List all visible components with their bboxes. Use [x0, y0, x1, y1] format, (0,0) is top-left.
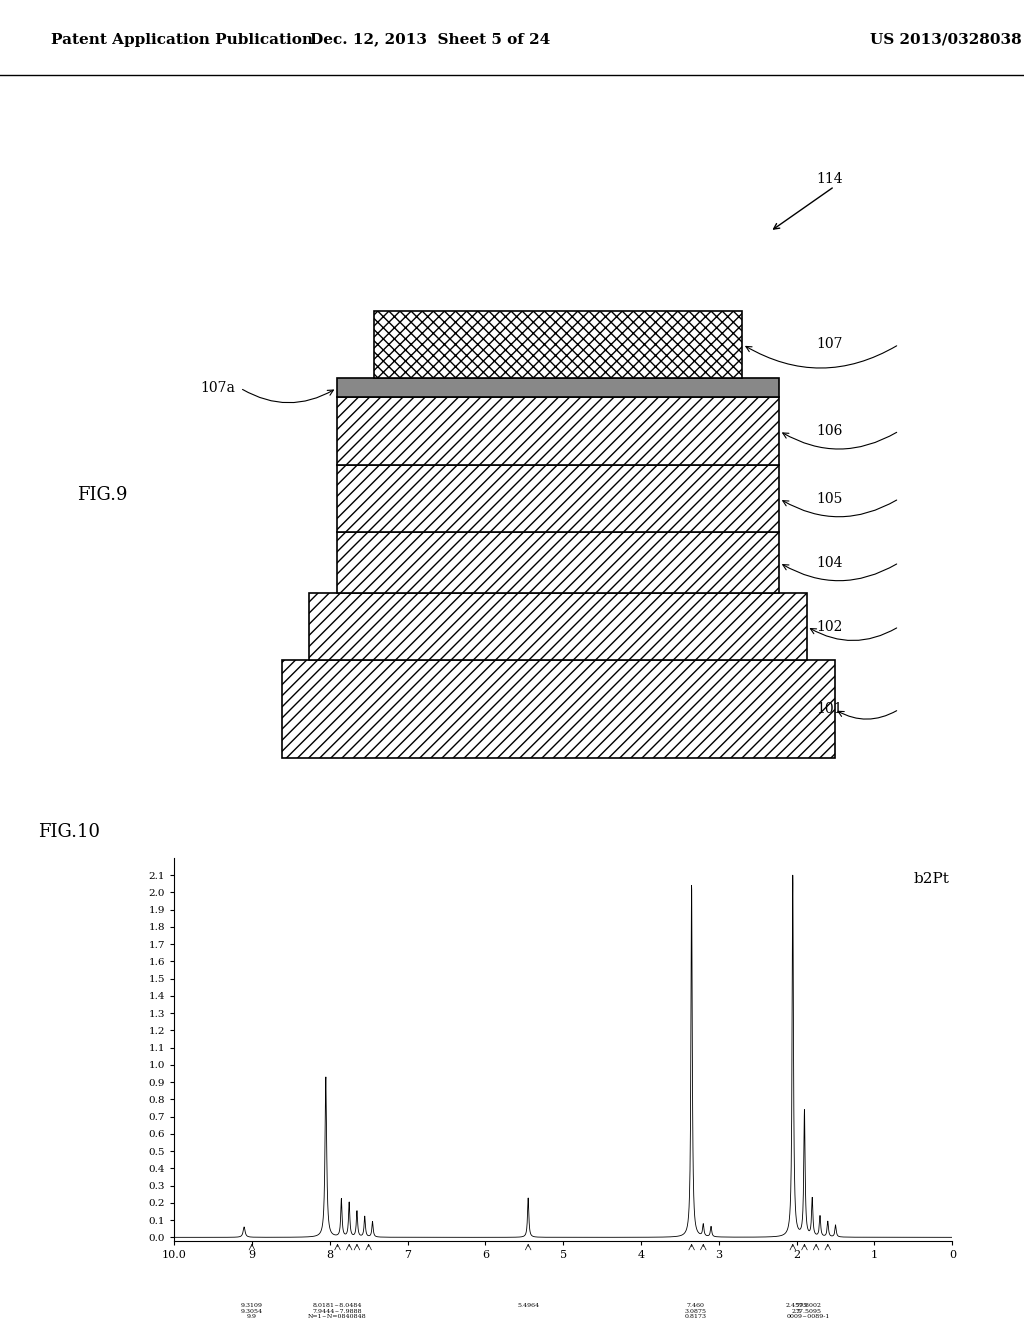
Text: Patent Application Publication: Patent Application Publication	[51, 33, 313, 46]
Text: 105: 105	[816, 491, 843, 506]
Text: 107a: 107a	[201, 381, 236, 395]
Text: b2Pt: b2Pt	[913, 871, 949, 886]
Text: US 2013/0328038 A1: US 2013/0328038 A1	[870, 33, 1024, 46]
Text: 104: 104	[816, 556, 843, 570]
Text: 8.0181~8.0484
7.9444~7.9888
N=1~N=0840848
N=1~N=0840:1406
8808H-H-H-H-: 8.0181~8.0484 7.9444~7.9888 N=1~N=084084…	[305, 1303, 370, 1320]
Text: 101: 101	[816, 702, 843, 717]
Text: FIG.9: FIG.9	[77, 486, 127, 504]
Bar	[337, 397, 779, 465]
Text: 7.460
3.0875
0.8173
2.3594
3000003: 7.460 3.0875 0.8173 2.3594 3000003	[682, 1303, 710, 1320]
Text: 77.8002
77.5095
0009~0089-1
8003~0080-4
r-r-r-r-r-r-r-r: 77.8002 77.5095 0009~0089-1 8003~0080-4 …	[786, 1303, 830, 1320]
Text: 102: 102	[816, 619, 843, 634]
Text: 5.4964: 5.4964	[517, 1303, 540, 1308]
Bar	[337, 532, 779, 593]
Bar	[374, 310, 742, 379]
Text: 9.3109
9.3054
9.9: 9.3109 9.3054 9.9	[241, 1303, 263, 1320]
Bar	[337, 379, 779, 397]
Bar	[309, 593, 807, 660]
Text: 107: 107	[816, 338, 843, 351]
Bar	[282, 660, 835, 758]
Text: 106: 106	[816, 424, 843, 438]
Text: 2.4595
2.5: 2.4595 2.5	[785, 1303, 808, 1313]
Text: 114: 114	[816, 172, 843, 186]
Text: FIG.10: FIG.10	[39, 822, 100, 841]
Text: Dec. 12, 2013  Sheet 5 of 24: Dec. 12, 2013 Sheet 5 of 24	[310, 33, 550, 46]
Bar	[337, 465, 779, 532]
